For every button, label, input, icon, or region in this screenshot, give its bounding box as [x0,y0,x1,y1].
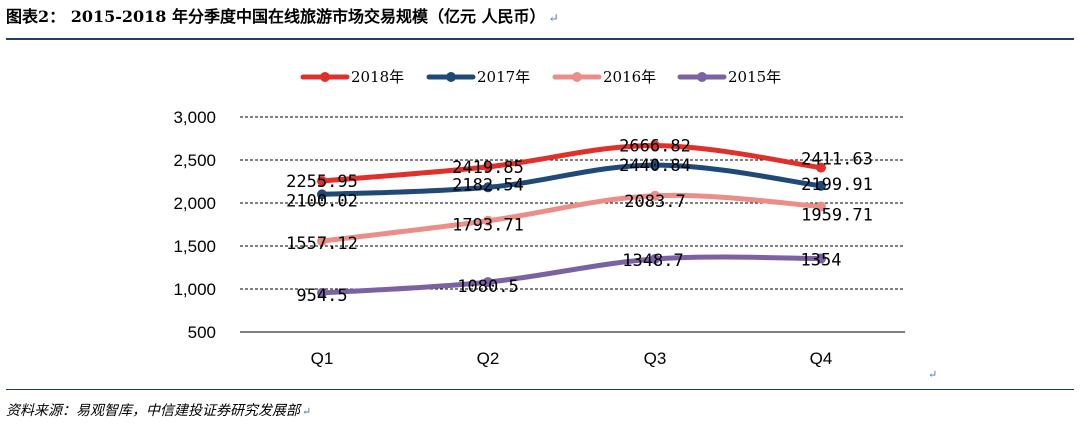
return-mark-icon: ↵ [548,11,559,25]
data-point [650,254,660,265]
source-text: 资料来源：易观智库，中信建投证券研究发展部 [6,403,300,419]
data-point [650,140,660,151]
data-point [816,253,826,264]
data-point [317,287,327,298]
data-point [650,190,660,201]
y-axis-ticks: 500 1,000 1,500 2,000 2,500 3,000 [173,108,216,342]
data-label: 2419.85 [452,158,524,178]
data-label: 1354 [801,251,842,271]
data-point [317,175,327,186]
series-line-2018年 [319,143,824,184]
data-labels: 2255.95 2419.85 2666.82 2411.63 2100.02 2182.… [286,137,873,306]
legend-marker [572,72,582,82]
data-point [650,160,660,171]
data-point [816,201,826,212]
data-label: 1348.7 [622,251,683,271]
y-tick-label: 3,000 [173,108,216,127]
legend-label: 2015年 [728,68,781,86]
data-point [816,162,826,173]
data-label: 1557.12 [286,234,358,254]
figure-title-text: 图表2： 2015-2018 年分季度中国在线旅游市场交易规模（亿元 人民币） [6,7,546,26]
data-label: 2255.95 [286,172,358,192]
y-tick-label: 1,000 [173,280,216,299]
data-label: 1959.71 [801,205,873,225]
legend-label: 2016年 [603,68,656,86]
legend-marker [697,72,707,82]
data-point [483,182,493,193]
y-tick-label: 500 [188,323,216,342]
series-line-2015年 [319,254,824,296]
data-label: 1080.5 [457,277,518,297]
data-label: 2666.82 [619,137,691,157]
data-label: 2440.84 [619,156,691,176]
data-label: 2100.02 [286,191,358,211]
data-point [483,215,493,226]
data-label: 2411.63 [801,150,873,170]
data-point [816,180,826,191]
data-label: 1793.71 [452,216,524,236]
return-mark-icon: ↵ [302,405,312,418]
gridlines [240,116,905,333]
y-tick-label: 1,500 [173,237,216,256]
x-tick-label: Q4 [810,349,833,368]
legend-label: 2018年 [351,68,404,86]
data-label: 2199.91 [801,175,873,195]
data-label: 2083.7 [624,192,685,212]
series-line-2016年 [319,192,824,244]
x-axis-ticks: Q1 Q2 Q3 Q4 [311,349,833,368]
source-divider [6,389,1074,390]
series-line-2017年 [319,162,824,197]
x-tick-label: Q2 [477,349,500,368]
y-tick-label: 2,000 [173,194,216,213]
title-divider [6,38,1074,40]
data-label: 2182.54 [452,175,524,195]
legend: 2018年 2017年 2016年 2015年 [300,68,781,86]
data-point [317,236,327,247]
x-tick-label: Q3 [644,349,667,368]
legend-marker [320,72,330,82]
return-mark-icon: ↵ [928,368,938,381]
data-point [483,277,493,288]
figure-title: 图表2： 2015-2018 年分季度中国在线旅游市场交易规模（亿元 人民币） ↵ [6,5,559,29]
data-point [483,161,493,172]
source-note: 资料来源：易观智库，中信建投证券研究发展部 ↵ [6,400,311,420]
x-tick-label: Q1 [311,349,334,368]
data-point [317,189,327,200]
data-label: 954.5 [296,286,347,306]
legend-label: 2017年 [477,68,530,86]
y-tick-label: 2,500 [173,151,216,170]
series-lines [317,140,826,298]
legend-marker [446,72,456,82]
